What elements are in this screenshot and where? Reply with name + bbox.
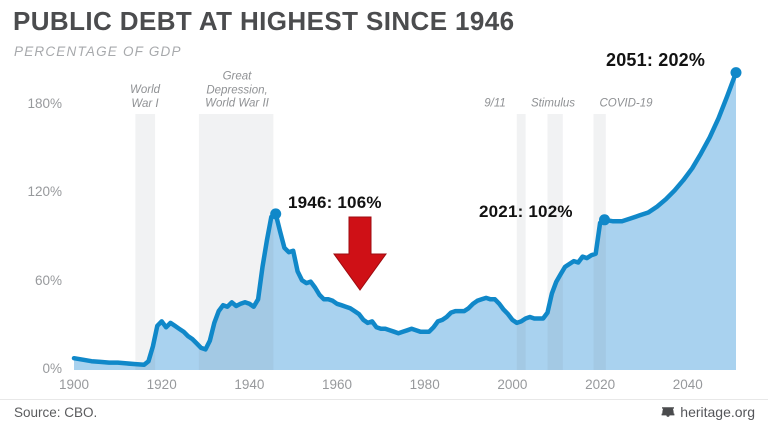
x-tick-2020: 2020 bbox=[585, 377, 616, 392]
callout-dot-1946 bbox=[270, 208, 282, 220]
callout-2051-projection: 2051: 202% bbox=[606, 50, 706, 70]
liberty-bell-icon bbox=[661, 407, 675, 417]
event-band-covid-19 bbox=[593, 114, 606, 370]
x-tick-2040: 2040 bbox=[672, 377, 703, 392]
event-label-9-11: 9/11 bbox=[484, 97, 506, 110]
debt-line-layer bbox=[71, 70, 739, 368]
callout-2021-current: 2021: 102% bbox=[479, 202, 573, 221]
x-tick-1980: 1980 bbox=[409, 377, 440, 392]
x-tick-1940: 1940 bbox=[234, 377, 265, 392]
area-fill-layer bbox=[74, 72, 736, 370]
callout-dot-layer bbox=[270, 67, 742, 226]
y-tick-0: 0% bbox=[42, 361, 62, 376]
y-tick-120: 120% bbox=[27, 184, 62, 200]
red-down-arrow-icon bbox=[333, 216, 387, 291]
source-note: Source: CBO. bbox=[14, 405, 98, 420]
x-tick-1900: 1900 bbox=[58, 377, 90, 392]
y-tick-180: 180% bbox=[27, 96, 62, 111]
y-tick-60: 60% bbox=[34, 272, 62, 288]
event-band-9-11 bbox=[516, 114, 526, 370]
callout-dot-2051 bbox=[730, 67, 742, 79]
event-label-covid-19: COVID-19 bbox=[599, 97, 653, 110]
callout-dot-2021 bbox=[599, 214, 610, 226]
footer-divider bbox=[0, 399, 768, 400]
x-tick-1920: 1920 bbox=[146, 377, 177, 392]
callout-1946-peak: 1946: 106% bbox=[288, 193, 382, 212]
chart-title: PUBLIC DEBT AT HIGHEST SINCE 1946 bbox=[13, 6, 515, 36]
event-label-world-war-i: World War I bbox=[129, 83, 161, 110]
debt-line bbox=[71, 70, 739, 368]
x-tick-2000: 2000 bbox=[497, 377, 528, 392]
event-label-great-depression-world-war-ii: Great Depression, World War II bbox=[205, 70, 269, 110]
heritage-brand[interactable]: heritage.org bbox=[661, 404, 755, 420]
event-label-stimulus: Stimulus bbox=[530, 97, 576, 110]
brand-label: heritage.org bbox=[680, 404, 755, 420]
event-band-world-war-i bbox=[135, 114, 156, 370]
debt-area-fill bbox=[74, 72, 736, 370]
x-tick-1960: 1960 bbox=[321, 377, 353, 392]
chart-subtitle: PERCENTAGE OF GDP bbox=[14, 44, 182, 59]
event-band-stimulus bbox=[547, 114, 563, 370]
event-band-layer bbox=[135, 114, 606, 370]
